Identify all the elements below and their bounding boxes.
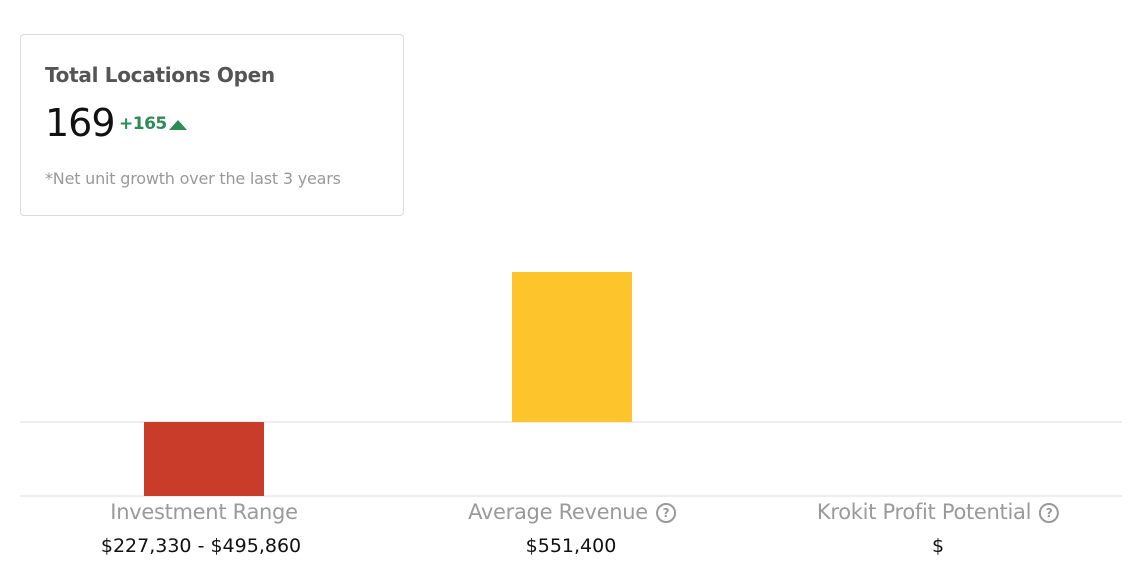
card-change: +165 (119, 114, 167, 134)
metric-label: Average Revenue? (468, 500, 676, 524)
metric-value: $227,330 - $495,860 (100, 535, 302, 557)
metric-label: Krokit Profit Potential? (816, 500, 1060, 524)
card-title: Total Locations Open (45, 63, 275, 87)
help-icon[interactable]: ? (655, 503, 676, 523)
card-note: *Net unit growth over the last 3 years (45, 169, 341, 188)
stat-card: Total Locations Open 169 +165 *Net unit … (20, 34, 404, 216)
metric-value: $551,400 (525, 535, 617, 557)
revenue-bar (512, 272, 632, 422)
help-icon[interactable]: ? (1039, 503, 1060, 523)
metric-value: $ (931, 535, 945, 557)
label-text: Average Revenue (468, 500, 648, 524)
investment-bar (144, 422, 264, 496)
metric-label: Investment Range (110, 500, 298, 524)
card-value: 169 (45, 101, 116, 145)
up-arrow (169, 120, 187, 130)
label-text: Investment Range (110, 500, 298, 524)
label-text: Krokit Profit Potential (816, 500, 1032, 524)
